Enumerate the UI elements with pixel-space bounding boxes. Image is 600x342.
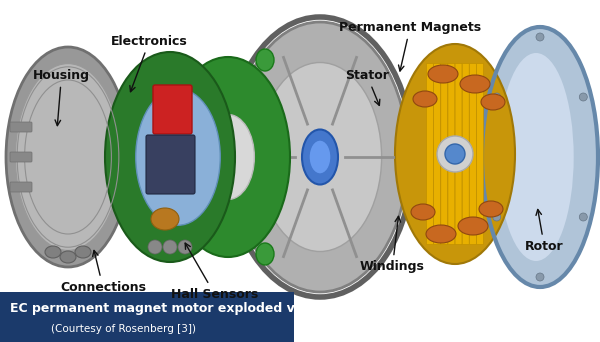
FancyBboxPatch shape <box>0 292 294 342</box>
Circle shape <box>148 240 162 254</box>
FancyBboxPatch shape <box>309 143 536 165</box>
Ellipse shape <box>232 22 408 292</box>
Circle shape <box>580 213 587 221</box>
Text: Electronics: Electronics <box>111 35 188 92</box>
Ellipse shape <box>413 91 437 107</box>
Text: Connections: Connections <box>60 250 146 294</box>
Text: EC permanent magnet motor exploded view.: EC permanent magnet motor exploded view. <box>10 302 323 315</box>
Circle shape <box>178 240 192 254</box>
Ellipse shape <box>411 204 435 220</box>
Ellipse shape <box>259 63 382 251</box>
Ellipse shape <box>45 246 61 258</box>
Circle shape <box>437 136 473 172</box>
Ellipse shape <box>428 65 458 83</box>
Text: Windings: Windings <box>360 216 425 273</box>
Circle shape <box>536 33 544 41</box>
Text: Hall Sensors: Hall Sensors <box>171 243 258 301</box>
FancyBboxPatch shape <box>10 152 32 162</box>
Text: Stator: Stator <box>345 69 389 105</box>
Ellipse shape <box>481 94 505 110</box>
Circle shape <box>493 93 500 101</box>
Text: Rotor: Rotor <box>525 209 563 253</box>
Ellipse shape <box>482 27 598 287</box>
Ellipse shape <box>426 225 456 243</box>
FancyBboxPatch shape <box>448 64 455 245</box>
FancyBboxPatch shape <box>434 64 440 245</box>
FancyBboxPatch shape <box>476 64 484 245</box>
Circle shape <box>493 213 500 221</box>
FancyBboxPatch shape <box>146 135 195 194</box>
Ellipse shape <box>145 146 163 168</box>
Ellipse shape <box>460 75 490 93</box>
FancyBboxPatch shape <box>427 64 433 245</box>
FancyBboxPatch shape <box>441 64 448 245</box>
Ellipse shape <box>136 89 220 225</box>
FancyBboxPatch shape <box>455 64 462 245</box>
Circle shape <box>163 240 177 254</box>
Ellipse shape <box>499 53 574 261</box>
Ellipse shape <box>256 243 274 265</box>
Ellipse shape <box>6 47 130 267</box>
FancyBboxPatch shape <box>10 182 32 192</box>
Ellipse shape <box>60 251 76 263</box>
FancyBboxPatch shape <box>469 64 476 245</box>
Ellipse shape <box>105 52 235 262</box>
Ellipse shape <box>256 49 274 71</box>
Ellipse shape <box>302 130 338 184</box>
Ellipse shape <box>479 201 503 217</box>
Text: (Courtesy of Rosenberg [3]): (Courtesy of Rosenberg [3]) <box>51 324 196 334</box>
Ellipse shape <box>16 64 121 250</box>
Text: Permanent Magnets: Permanent Magnets <box>339 21 481 71</box>
Ellipse shape <box>458 217 488 235</box>
Circle shape <box>445 144 465 164</box>
FancyBboxPatch shape <box>10 122 32 132</box>
FancyBboxPatch shape <box>153 85 192 134</box>
Ellipse shape <box>166 57 290 257</box>
Circle shape <box>580 93 587 101</box>
Ellipse shape <box>309 140 331 174</box>
Circle shape <box>536 273 544 281</box>
Ellipse shape <box>202 115 254 199</box>
Ellipse shape <box>395 44 515 264</box>
FancyBboxPatch shape <box>462 64 469 245</box>
Ellipse shape <box>151 208 179 230</box>
Ellipse shape <box>75 246 91 258</box>
Text: Housing: Housing <box>33 69 90 126</box>
